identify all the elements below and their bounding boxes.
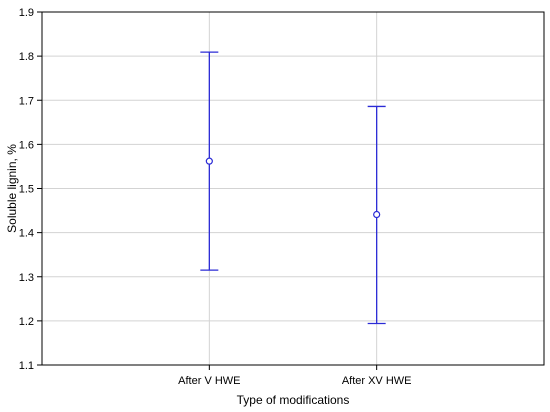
series-marks — [200, 51, 386, 325]
y-tick-label: 1.8 — [19, 51, 34, 63]
y-tick-label: 1.7 — [19, 95, 34, 107]
mean-point — [205, 157, 213, 165]
y-tick-label: 1.6 — [19, 139, 34, 151]
x-tick-label: After V HWE — [178, 375, 240, 387]
x-axis-title: Type of modifications — [237, 393, 350, 407]
x-tick-label: After XV HWE — [342, 375, 412, 387]
y-tick-label: 1.5 — [19, 184, 34, 196]
y-tick-label: 1.1 — [19, 360, 34, 372]
y-tick-label: 1.4 — [19, 228, 34, 240]
mean-point — [373, 210, 381, 219]
grid — [42, 12, 544, 365]
y-tick-label: 1.3 — [19, 272, 34, 284]
y-axis-ticks: 1.1 1.2 1.3 1.4 1.5 1.6 1.7 1.8 1.9 — [19, 7, 42, 372]
x-axis-ticks: After V HWE After XV HWE — [178, 365, 412, 387]
y-tick-label: 1.9 — [19, 7, 34, 19]
y-tick-label: 1.2 — [19, 316, 34, 328]
y-axis-title: Soluble lignin, % — [5, 144, 19, 233]
